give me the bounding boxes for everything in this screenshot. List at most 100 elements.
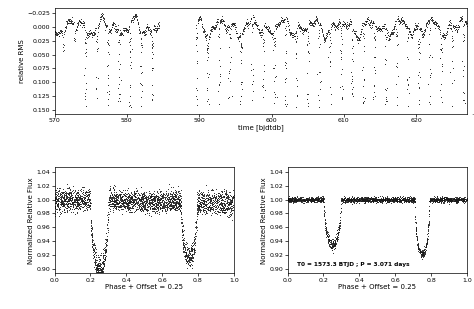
Point	[293, 198, 301, 203]
Point	[151, 189, 158, 194]
Point	[272, 74, 279, 79]
Point	[110, 197, 118, 202]
Point	[214, 196, 222, 201]
Point	[109, 198, 117, 203]
Point	[138, 44, 146, 49]
Point	[294, 23, 302, 28]
Point	[101, 249, 109, 254]
Point	[387, 31, 394, 36]
Point	[124, 29, 132, 34]
Point	[273, 26, 280, 31]
Point	[207, 196, 214, 201]
Point	[142, 31, 150, 36]
Point	[98, 270, 105, 275]
Point	[221, 24, 229, 29]
Point	[165, 204, 173, 209]
Point	[63, 202, 71, 207]
Point	[310, 198, 318, 203]
Point	[345, 199, 352, 204]
Point	[401, 199, 409, 204]
Point	[372, 71, 379, 76]
Point	[196, 203, 203, 208]
Point	[370, 31, 378, 36]
Point	[401, 197, 409, 202]
Point	[291, 33, 299, 38]
Point	[142, 195, 149, 200]
Point	[145, 194, 152, 199]
Point	[199, 199, 206, 204]
Point	[358, 196, 366, 201]
Point	[410, 194, 418, 199]
Point	[297, 25, 305, 30]
Point	[288, 199, 295, 204]
Point	[138, 201, 146, 205]
Point	[452, 198, 460, 203]
Point	[325, 238, 332, 243]
Point	[165, 203, 173, 208]
Point	[419, 249, 426, 254]
Point	[388, 197, 395, 201]
Point	[447, 196, 454, 201]
Point	[72, 29, 79, 34]
Point	[226, 78, 233, 83]
Point	[386, 197, 394, 202]
Point	[100, 15, 108, 20]
Point	[273, 25, 281, 30]
Point	[400, 20, 407, 25]
Point	[391, 197, 398, 202]
Point	[356, 197, 364, 202]
Point	[410, 197, 418, 201]
Point	[427, 70, 435, 75]
Point	[135, 28, 143, 33]
Point	[414, 241, 421, 246]
Point	[77, 17, 85, 22]
Point	[220, 202, 228, 207]
Point	[354, 199, 361, 204]
Point	[75, 194, 83, 199]
Point	[288, 32, 296, 37]
Point	[373, 197, 381, 201]
Point	[141, 28, 149, 33]
Point	[81, 72, 88, 77]
Point	[461, 101, 468, 106]
Point	[85, 198, 92, 203]
Point	[117, 202, 124, 207]
Point	[308, 22, 316, 27]
Point	[205, 188, 212, 193]
Point	[99, 11, 106, 16]
Point	[175, 206, 183, 211]
Point	[356, 199, 363, 204]
Point	[125, 210, 133, 215]
Point	[119, 33, 127, 38]
Point	[53, 201, 60, 206]
Point	[372, 27, 380, 32]
Point	[194, 203, 202, 208]
Point	[186, 255, 194, 260]
Point	[149, 196, 156, 201]
Point	[96, 263, 103, 268]
Point	[455, 196, 462, 201]
Point	[293, 196, 301, 201]
Point	[135, 195, 142, 200]
Point	[415, 246, 422, 251]
Point	[66, 21, 74, 26]
Point	[301, 197, 308, 202]
Point	[220, 22, 228, 27]
Point	[374, 26, 382, 31]
Point	[434, 24, 442, 29]
Point	[314, 199, 322, 204]
Point	[204, 206, 211, 211]
Point	[164, 205, 171, 210]
Point	[130, 193, 137, 198]
Point	[395, 199, 402, 204]
Point	[356, 197, 363, 202]
Point	[407, 31, 415, 36]
Point	[357, 196, 365, 201]
Point	[70, 206, 77, 211]
Point	[369, 199, 377, 204]
Point	[175, 198, 182, 203]
Point	[54, 30, 62, 35]
Point	[218, 204, 226, 209]
Point	[226, 212, 233, 217]
Point	[217, 194, 225, 199]
